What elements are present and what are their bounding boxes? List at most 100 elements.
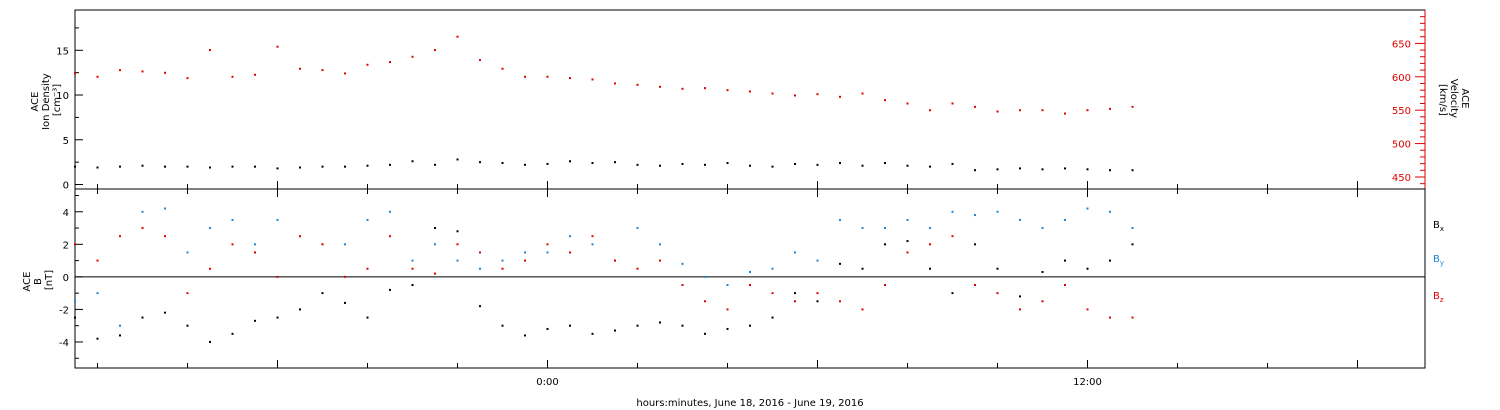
point-bz: [186, 292, 189, 295]
point-ion-density: [771, 165, 774, 168]
point-ion-density: [1019, 167, 1021, 170]
point-by: [974, 214, 976, 217]
point-bz: [726, 308, 729, 311]
point-ion-density: [479, 161, 481, 164]
point-ion-density: [164, 165, 166, 168]
point-bx: [524, 334, 526, 337]
top-left-tick-label: 0: [63, 181, 69, 192]
point-bx: [861, 267, 864, 270]
point-bx: [749, 324, 751, 327]
point-by: [839, 218, 841, 221]
point-ion-density: [344, 165, 346, 168]
point-velocity: [726, 89, 729, 92]
point-bz: [929, 243, 931, 246]
point-bz: [839, 300, 841, 303]
point-velocity: [276, 45, 279, 48]
point-bx: [659, 321, 661, 324]
point-bz: [276, 275, 279, 278]
point-ion-density: [231, 165, 234, 168]
point-bx: [96, 337, 99, 340]
point-bx: [591, 332, 594, 335]
point-by: [1019, 218, 1021, 221]
point-bx: [456, 230, 459, 233]
point-by: [681, 262, 684, 265]
point-velocity: [1019, 109, 1021, 112]
point-velocity: [861, 92, 864, 95]
point-bz: [884, 284, 886, 287]
point-bz: [636, 267, 639, 270]
point-bz: [1109, 316, 1111, 319]
point-by: [524, 251, 526, 254]
point-bx: [1086, 267, 1089, 270]
top-right-ylabel-line-3: [km/s]: [1437, 84, 1448, 116]
top-left-ylabel: ACE Ion Density [cm⁻³]: [30, 70, 63, 130]
point-ion-density: [681, 162, 684, 165]
point-ion-density: [501, 162, 504, 165]
point-bz: [456, 243, 459, 246]
point-bz: [389, 235, 391, 238]
legend-by: By: [1433, 254, 1444, 267]
point-by: [996, 210, 999, 213]
point-bz: [141, 227, 144, 230]
point-bz: [861, 308, 864, 311]
point-bz: [974, 284, 976, 287]
point-bz: [164, 235, 166, 238]
point-velocity: [614, 82, 616, 85]
point-bx: [411, 284, 414, 287]
x-tick-label: 0:00: [536, 377, 558, 388]
top-left-tick-label: 5: [63, 136, 69, 147]
point-ion-density: [321, 165, 324, 168]
point-bx: [389, 288, 391, 291]
bottom-left-ylabel-line-3: [nT]: [44, 270, 55, 290]
point-bz: [254, 251, 256, 254]
point-ion-density: [524, 163, 526, 166]
point-bx: [636, 324, 639, 327]
point-velocity: [366, 63, 369, 66]
point-velocity: [1041, 109, 1044, 112]
top-left-ylabel-line-2: Ion Density: [41, 73, 52, 130]
point-by: [164, 207, 166, 210]
point-velocity: [254, 73, 256, 76]
point-by: [749, 270, 751, 273]
point-velocity: [974, 105, 976, 108]
point-velocity: [884, 99, 886, 102]
point-bz: [96, 259, 99, 262]
legend-bz: Bz: [1433, 291, 1444, 304]
point-bz: [74, 243, 76, 246]
point-ion-density: [456, 158, 459, 161]
top-right-ylabel: ACE Velocity [km/s]: [1437, 79, 1470, 121]
point-ion-density: [636, 163, 639, 166]
point-bz: [906, 251, 909, 254]
point-bz: [1019, 308, 1021, 311]
point-by: [569, 235, 571, 238]
point-bx: [366, 316, 369, 319]
point-bz: [614, 259, 616, 262]
point-bx: [996, 267, 999, 270]
point-ion-density: [704, 163, 706, 166]
legend-bx-base: B: [1433, 220, 1440, 231]
x-axis-ticks: 0:00 12:00: [97, 181, 1358, 388]
data-marks: [74, 35, 1134, 343]
point-bz: [996, 292, 999, 295]
point-velocity: [321, 69, 324, 72]
point-ion-density: [389, 163, 391, 166]
point-ion-density: [929, 165, 931, 168]
point-velocity: [141, 70, 144, 73]
point-by: [771, 267, 774, 270]
point-velocity: [659, 85, 661, 88]
point-velocity: [996, 110, 999, 113]
point-velocity: [1131, 105, 1134, 108]
point-ion-density: [816, 163, 819, 166]
top-right-tick-label: 450: [1392, 173, 1411, 184]
point-ion-density: [861, 164, 864, 167]
point-bx: [681, 324, 684, 327]
point-bx: [1064, 259, 1066, 262]
point-ion-density: [1086, 168, 1089, 171]
point-bz: [794, 300, 796, 303]
point-bx: [501, 324, 504, 327]
bottom-left-ylabel-line-1: ACE: [22, 272, 33, 292]
point-bx: [1131, 243, 1134, 246]
point-by: [591, 243, 594, 246]
point-by: [141, 210, 144, 213]
point-bz: [749, 284, 751, 287]
